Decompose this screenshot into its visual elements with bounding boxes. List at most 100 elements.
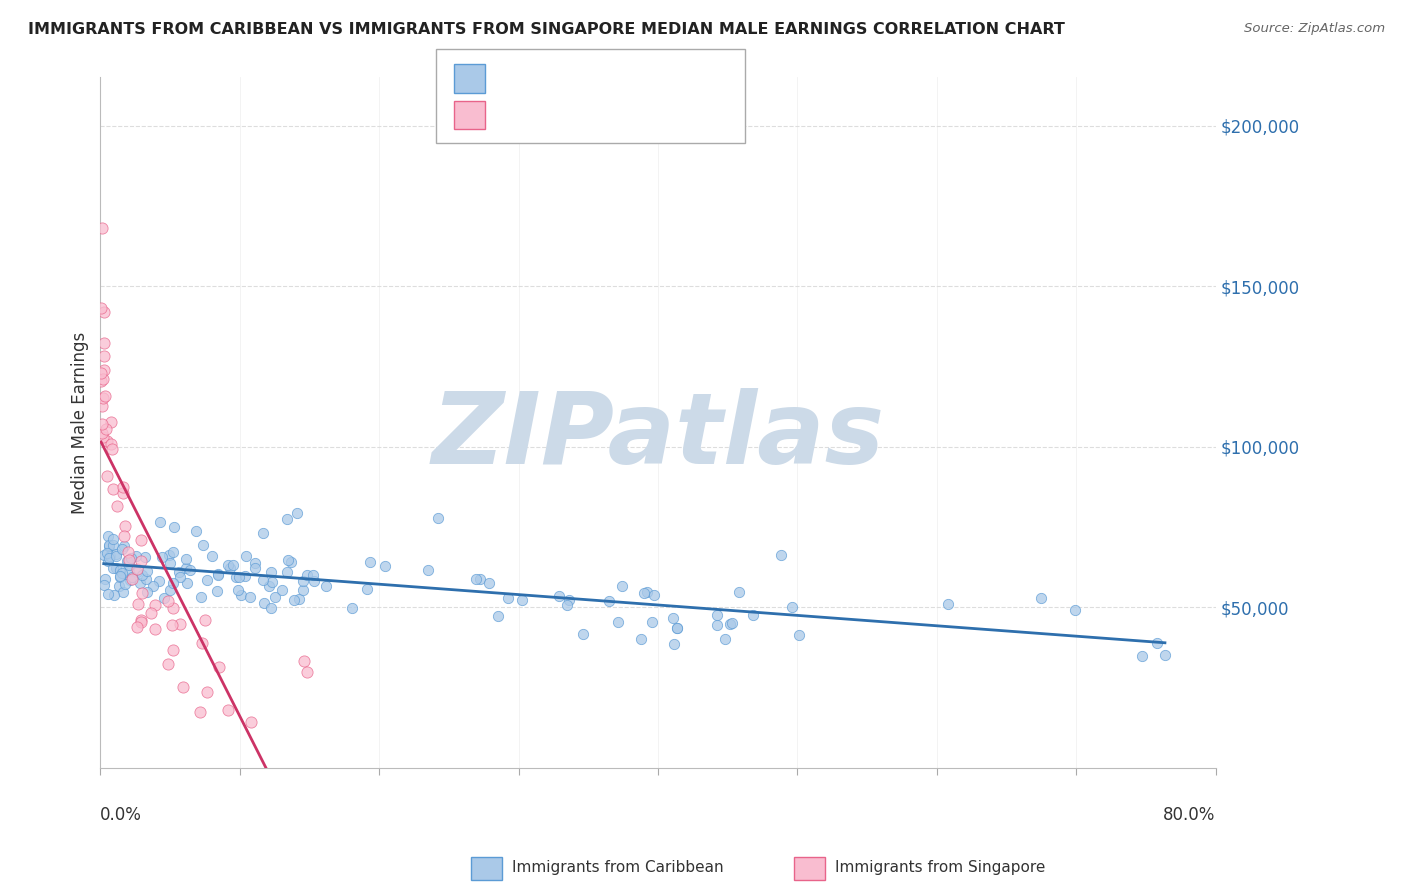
Point [108,563,131,577]
Point [259,579,281,593]
Point [103,483,125,497]
Point [157,549,180,563]
Point [127,565,149,579]
Point [97,529,120,543]
Point [97,587,120,601]
Point [91,430,114,444]
Point [176,575,198,590]
Point [96,546,118,560]
Point [936,597,959,611]
Point [169,570,191,584]
Point [718,616,741,631]
Point [641,615,664,629]
Point [114,576,136,591]
Point [120,550,142,565]
Point [205,584,228,599]
Point [121,572,143,586]
Point [125,620,148,634]
Point [101,561,124,575]
Point [217,703,239,717]
Point [142,579,165,593]
Point [162,643,184,657]
Point [636,584,658,599]
Point [104,548,127,562]
Point [571,627,593,641]
Point [162,576,184,591]
Point [498,591,520,606]
Point [260,601,283,615]
Point [340,601,363,615]
Point [111,480,134,494]
Point [243,561,266,575]
Point [93,305,115,319]
Point [612,579,634,593]
Point [510,592,533,607]
Point [105,549,128,564]
Point [97,539,120,553]
Point [131,567,153,582]
Point [598,593,620,607]
Point [93,363,115,377]
Point [1064,603,1087,617]
Text: Immigrants from Caribbean: Immigrants from Caribbean [512,860,724,874]
Point [262,575,284,590]
Point [98,549,121,563]
Point [157,657,180,671]
Point [728,584,751,599]
Point [280,555,302,569]
Point [110,570,132,584]
Point [194,613,217,627]
Point [263,591,285,605]
Point [93,391,115,405]
Point [103,588,125,602]
Point [243,556,266,570]
Point [235,549,257,563]
Text: R = -0.415   N = 57: R = -0.415 N = 57 [496,106,673,124]
Point [285,506,308,520]
Point [1146,636,1168,650]
Point [219,560,242,574]
Point [190,636,212,650]
Point [128,576,150,591]
Point [118,558,141,572]
Text: IMMIGRANTS FROM CARIBBEAN VS IMMIGRANTS FROM SINGAPORE MEDIAN MALE EARNINGS CORR: IMMIGRANTS FROM CARIBBEAN VS IMMIGRANTS … [28,22,1064,37]
Point [150,549,173,564]
Point [252,525,274,540]
Point [129,613,152,627]
Point [359,555,381,569]
Point [127,597,149,611]
Point [93,578,115,592]
Point [159,583,181,598]
Point [125,562,148,576]
Point [190,706,212,720]
Point [100,437,122,451]
Point [93,389,115,403]
Point [174,560,197,574]
Point [169,565,191,579]
Point [1154,648,1177,662]
Point [105,561,128,575]
Point [486,608,509,623]
Point [114,519,136,533]
Point [131,586,153,600]
Point [112,585,135,599]
Point [90,301,112,315]
Point [101,442,124,456]
Point [96,422,118,436]
Point [191,538,214,552]
Point [374,559,396,574]
Point [112,485,135,500]
Point [93,336,115,351]
Point [713,632,735,646]
Point [207,567,229,582]
Point [162,545,184,559]
Point [121,570,143,584]
Text: R = -0.678   N = 145: R = -0.678 N = 145 [496,70,685,87]
Y-axis label: Median Male Earnings: Median Male Earnings [72,332,89,514]
Point [94,572,117,586]
Point [1130,648,1153,663]
Point [100,415,122,429]
Point [315,579,337,593]
Point [222,558,245,572]
Point [93,549,115,563]
